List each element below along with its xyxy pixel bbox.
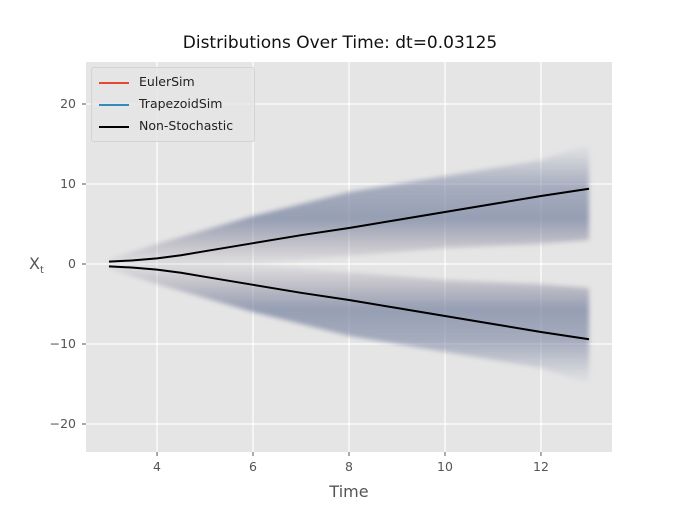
- non-stochastic-upper-line: [108, 187, 590, 263]
- legend-item-trapezoidsim: TrapezoidSim: [92, 95, 252, 115]
- y-axis-label: Xt: [29, 254, 44, 277]
- distribution-bands: [109, 144, 589, 384]
- legend-item-eulersim: EulerSim: [92, 73, 252, 93]
- x-axis-label: Time: [329, 482, 369, 501]
- tick-marks: [82, 103, 542, 456]
- y-tick-label: 20: [60, 96, 76, 111]
- y-tick-label: −20: [49, 416, 76, 431]
- y-tick-label: 10: [60, 176, 76, 191]
- y-tick-label: −10: [49, 336, 76, 351]
- y-tick-label: 0: [68, 256, 76, 271]
- x-tick-label: 4: [153, 459, 161, 474]
- legend: EulerSim TrapezoidSim Non-Stochastic: [91, 67, 255, 142]
- legend-item-non-stochastic: Non-Stochastic: [92, 117, 252, 137]
- trapezoidsim-line-swatch: [99, 104, 129, 106]
- chart-title: Distributions Over Time: dt=0.03125: [182, 33, 498, 53]
- x-tick-label: 10: [437, 459, 453, 474]
- non-stochastic-line-swatch: [99, 126, 129, 128]
- x-tick-label: 8: [345, 459, 353, 474]
- non-stochastic-lower-line: [108, 265, 590, 341]
- x-tick-label: 12: [533, 459, 549, 474]
- eulersim-line-swatch: [99, 82, 129, 84]
- x-tick-label: 6: [249, 459, 257, 474]
